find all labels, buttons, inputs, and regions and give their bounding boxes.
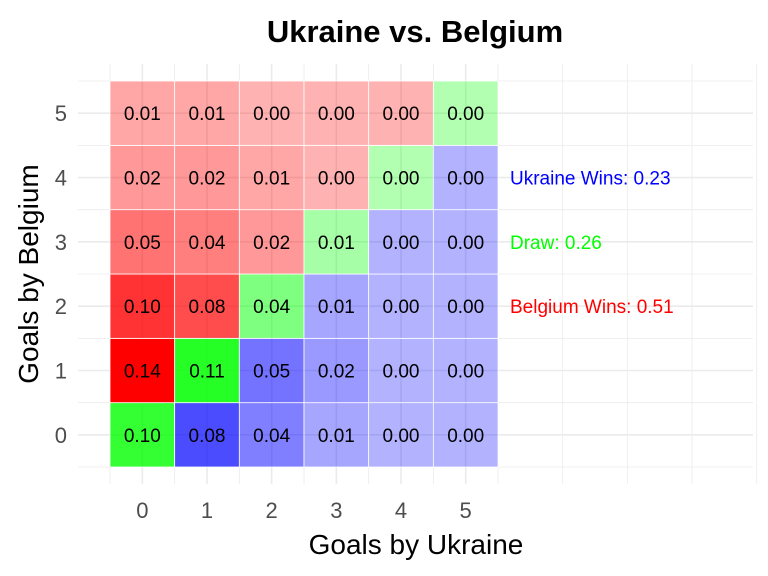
- cell-label: 0.00: [447, 426, 484, 447]
- y-tick-label: 1: [55, 359, 67, 384]
- heatmap-cell: [432, 144, 499, 211]
- cell-label: 0.00: [383, 426, 420, 447]
- cell-label: 0.01: [318, 233, 355, 254]
- cell-label: 0.04: [253, 426, 290, 447]
- cell-label: 0.05: [124, 233, 161, 254]
- heatmap-cell: [303, 80, 370, 146]
- outcome-annotation: Ukraine Wins: 0.23: [510, 169, 671, 190]
- cell-label: 0.08: [189, 297, 226, 318]
- cell-label: 0.08: [189, 426, 226, 447]
- heatmap-cell: [174, 273, 240, 339]
- cell-label: 0.00: [447, 169, 484, 190]
- heatmap-cell: [109, 209, 176, 275]
- heatmap-cell: [238, 80, 305, 146]
- cell-label: 0.00: [383, 297, 420, 318]
- cell-label: 0.00: [318, 104, 355, 125]
- cell-label: 0.10: [124, 297, 161, 318]
- x-tick-label: 5: [460, 498, 472, 523]
- cell-label: 0.00: [447, 297, 484, 318]
- cell-label: 0.04: [253, 297, 290, 318]
- y-axis-label: Goals by Belgium: [13, 164, 44, 383]
- cell-label: 0.04: [189, 233, 226, 254]
- cells-layer: [109, 80, 499, 468]
- cell-label: 0.01: [189, 104, 226, 125]
- heatmap-cell: [303, 273, 370, 339]
- heatmap-cell: [238, 209, 305, 275]
- heatmap-cell: [174, 80, 240, 146]
- cell-label: 0.10: [124, 426, 161, 447]
- cell-label: 0.00: [253, 104, 290, 125]
- cell-label: 0.02: [189, 169, 226, 190]
- outcome-annotation: Belgium Wins: 0.51: [510, 297, 674, 318]
- heatmap-cell: [368, 80, 434, 146]
- y-tick-label: 0: [55, 423, 67, 448]
- heatmap-cell: [303, 144, 370, 211]
- heatmap-cell: [303, 337, 370, 404]
- heatmap-cell: [238, 402, 305, 468]
- cell-label: 0.02: [318, 362, 355, 383]
- cell-label: 0.01: [124, 104, 161, 125]
- x-axis-label: Goals by Ukraine: [309, 529, 524, 560]
- y-tick-label: 3: [55, 230, 67, 255]
- heatmap-cell: [432, 337, 499, 404]
- cell-label: 0.00: [447, 362, 484, 383]
- labels-layer: 0.10 0.08 0.04 0.01 0.00 0.00 0.14 0.11 0.05 0.02…: [124, 104, 484, 447]
- annotations-layer: Ukraine Wins: 0.23 Draw: 0.26 Belgium Wins…: [510, 169, 674, 319]
- x-tick-label: 1: [201, 498, 213, 523]
- cell-label: 0.01: [253, 169, 290, 190]
- x-tick-label: 4: [395, 498, 407, 523]
- heatmap-cell: [368, 144, 434, 211]
- ticks-layer: 0 1 2 3 4 5 0 1 2 3 4 5: [55, 101, 472, 523]
- heatmap-cell: [432, 209, 499, 275]
- heatmap-cell: [109, 337, 176, 404]
- heatmap-cell: [303, 209, 370, 275]
- cell-label: 0.14: [124, 362, 161, 383]
- heatmap-cell: [432, 80, 499, 146]
- cell-label: 0.02: [253, 233, 290, 254]
- cell-label: 0.00: [447, 233, 484, 254]
- heatmap-cell: [432, 402, 499, 468]
- x-tick-label: 3: [330, 498, 342, 523]
- heatmap-cell: [368, 402, 434, 468]
- y-tick-label: 4: [55, 166, 67, 191]
- chart-title: Ukraine vs. Belgium: [267, 14, 563, 49]
- y-tick-label: 5: [55, 101, 67, 126]
- x-tick-label: 2: [266, 498, 278, 523]
- cell-label: 0.00: [447, 104, 484, 125]
- cell-label: 0.00: [383, 169, 420, 190]
- cell-label: 0.05: [253, 362, 290, 383]
- cell-label: 0.02: [124, 169, 161, 190]
- heatmap-cell: [109, 273, 176, 339]
- heatmap-cell: [432, 273, 499, 339]
- heatmap-cell: [109, 80, 176, 146]
- outcome-annotation: Draw: 0.26: [510, 233, 602, 254]
- cell-label: 0.00: [383, 233, 420, 254]
- heatmap-cell: [174, 209, 240, 275]
- cell-label: 0.00: [318, 169, 355, 190]
- x-tick-label: 0: [136, 498, 148, 523]
- cell-label: 0.01: [318, 297, 355, 318]
- y-tick-label: 2: [55, 294, 67, 319]
- cell-label: 0.00: [383, 362, 420, 383]
- cell-label: 0.00: [383, 104, 420, 125]
- heatmap-cell: [238, 273, 305, 339]
- cell-label: 0.11: [189, 362, 225, 383]
- cell-label: 0.01: [318, 426, 355, 447]
